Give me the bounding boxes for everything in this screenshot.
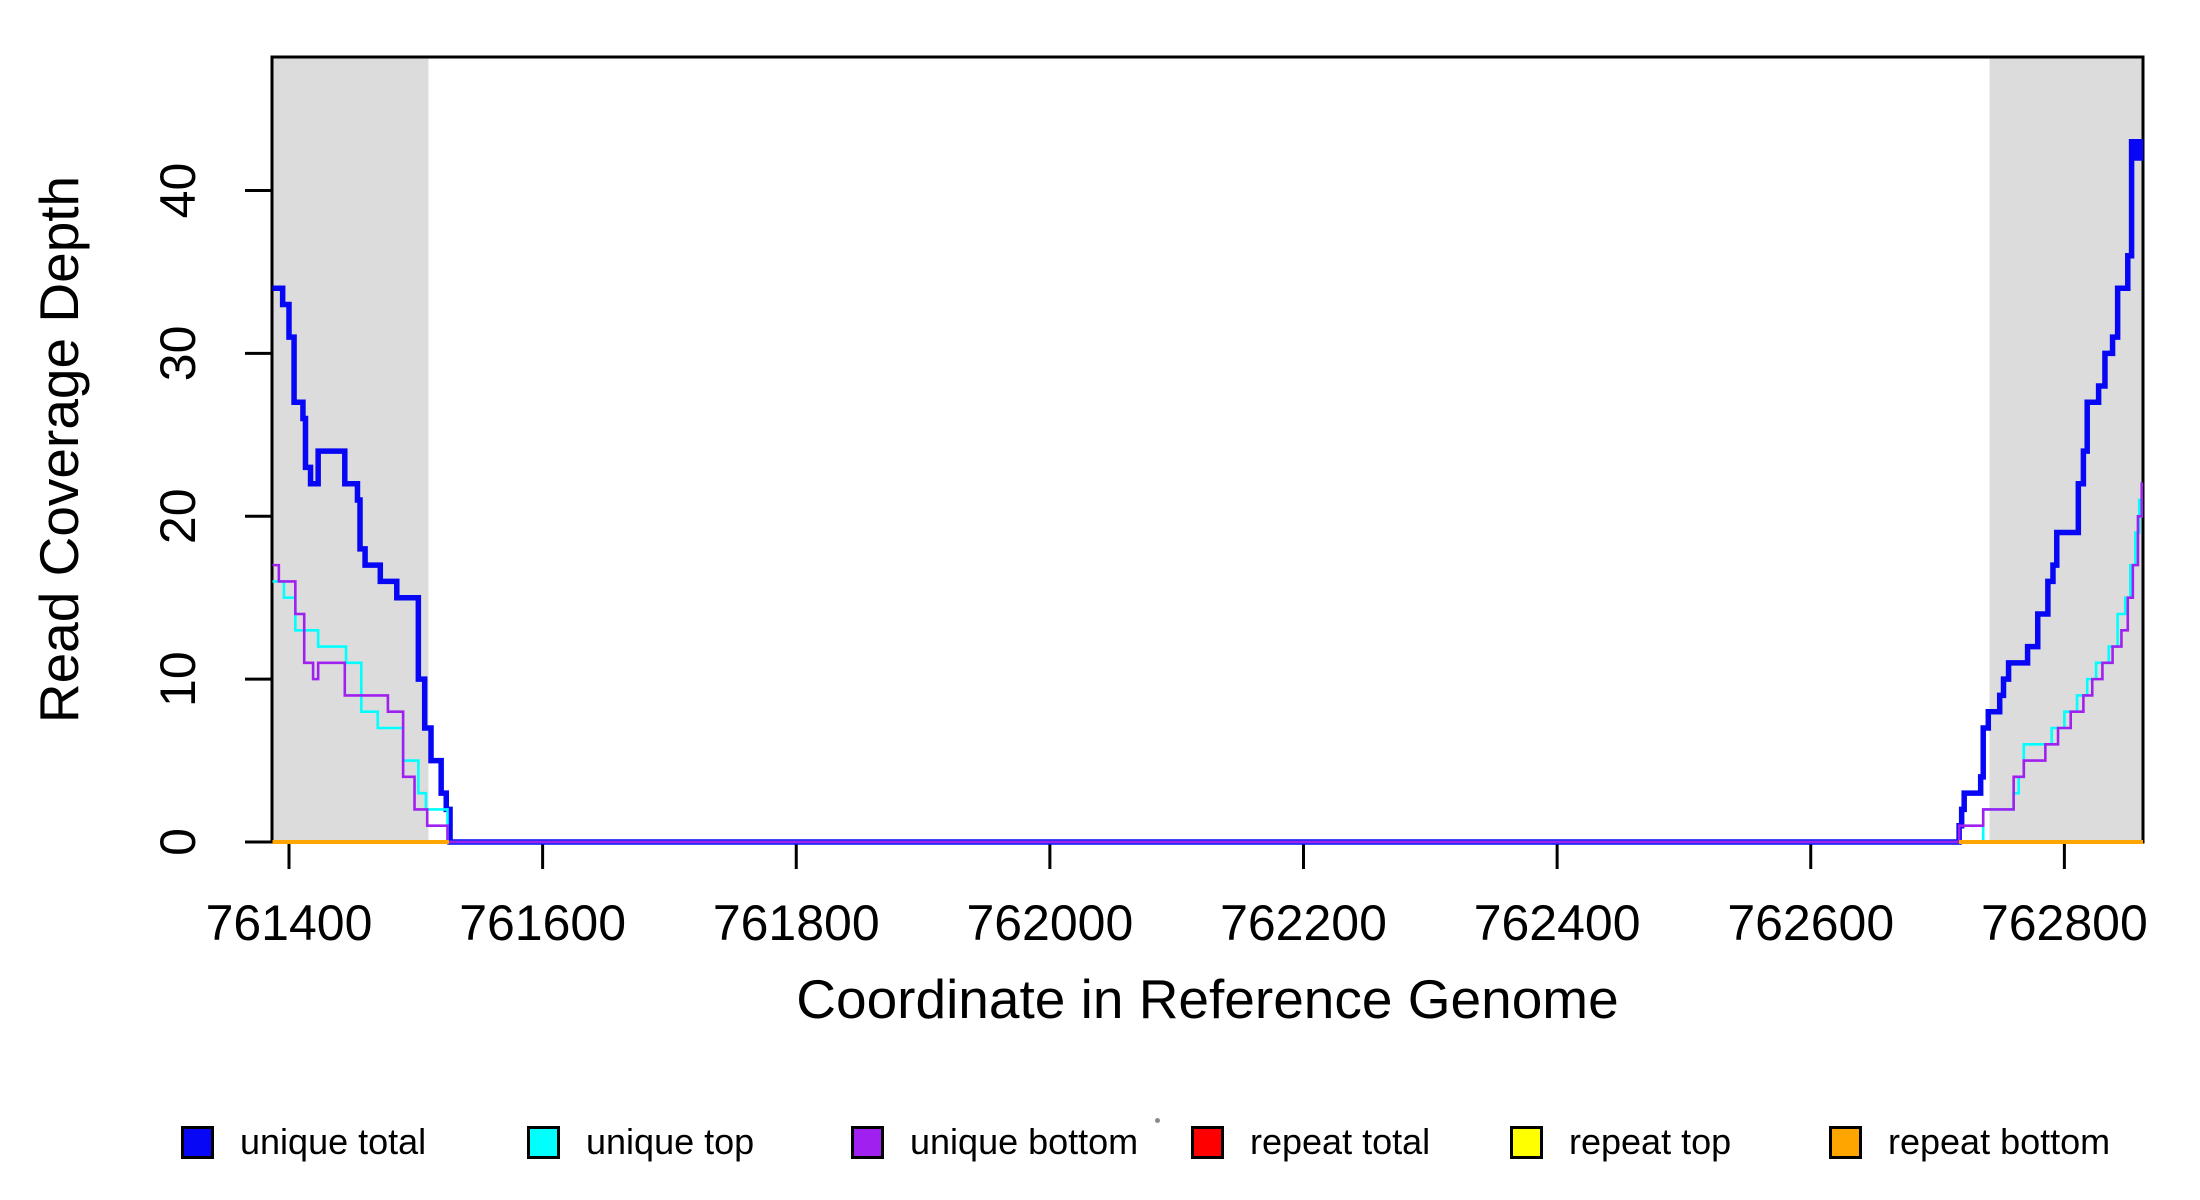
x-tick-label: 761600 [459,895,626,951]
legend-label-unique-top: unique top [586,1121,755,1162]
legend-item-unique-bottom: unique bottom [851,1121,1138,1163]
legend-swatch-unique-bottom [851,1125,884,1159]
right-repeat-region [1989,57,2143,842]
series-lines [272,138,2144,845]
x-tick-label: 762600 [1727,895,1894,951]
x-tick-label: 762000 [966,895,1133,951]
y-tick-label: 40 [150,163,206,219]
legend-swatch-repeat-bottom [1829,1125,1862,1159]
legend-swatch-repeat-top [1510,1125,1543,1159]
y-tick-label: 20 [150,488,206,544]
legend-label-repeat-total: repeat total [1250,1121,1431,1162]
axes: 761400 761600 761800 762000 762200 762400 7626… [150,55,2148,951]
x-tick-label: 761400 [206,895,373,951]
legend-item-repeat-top: repeat top [1510,1121,1731,1163]
y-axis-title: Read Coverage Depth [28,176,90,723]
series-unique-total-line [272,138,2144,845]
x-tick-label: 762800 [1981,895,2148,951]
stray-dot [1155,1118,1160,1123]
x-tick-label: 761800 [713,895,880,951]
legend-item-unique-total: unique total [181,1121,426,1163]
x-axis-title: Coordinate in Reference Genome [796,968,1618,1030]
y-tick-label: 0 [150,828,206,856]
y-tick-label: 30 [150,326,206,382]
legend-label-unique-bottom: unique bottom [910,1121,1139,1162]
legend-swatch-unique-total [181,1125,214,1159]
legend-swatch-repeat-total [1191,1125,1224,1159]
series-unique-bottom-line [272,482,2144,844]
legend-label-repeat-top: repeat top [1569,1121,1732,1162]
x-tick-label: 762200 [1220,895,1387,951]
plot-border [270,55,2145,844]
legend-label-unique-total: unique total [240,1121,427,1162]
legend-item-repeat-bottom: repeat bottom [1829,1121,2110,1163]
series-unique-top-line [272,498,2144,844]
legend-item-repeat-total: repeat total [1191,1121,1430,1163]
legend-label-repeat-bottom: repeat bottom [1888,1121,2111,1162]
legend-swatch-unique-top [527,1125,560,1159]
legend-item-unique-top: unique top [527,1121,754,1163]
shaded-regions [272,57,2143,842]
left-repeat-region [272,57,429,842]
y-tick-label: 10 [150,651,206,707]
x-tick-label: 762400 [1474,895,1641,951]
